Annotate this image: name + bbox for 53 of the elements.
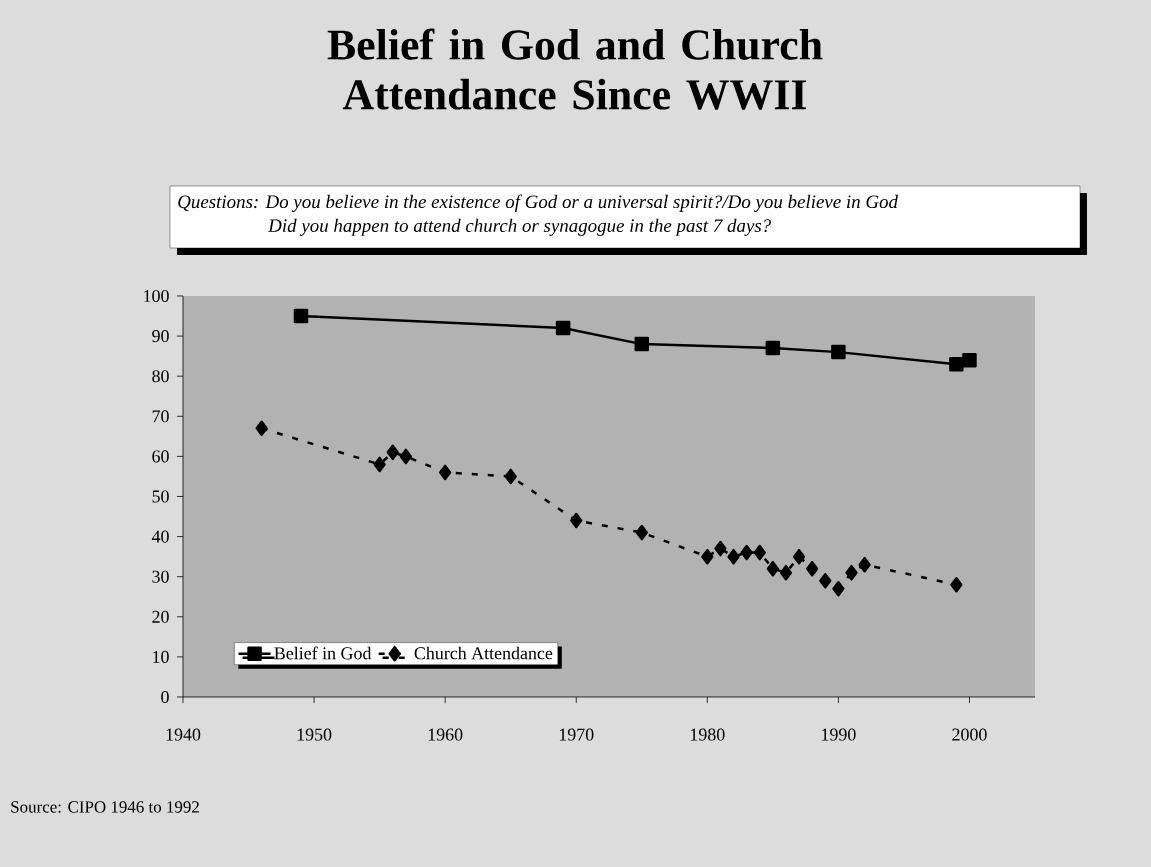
point [386,444,399,461]
point [504,468,517,485]
x-tick-label: 1960 [428,728,463,741]
point [714,540,727,557]
point [753,544,766,561]
point [634,336,650,352]
point [962,352,977,368]
point [373,456,386,473]
point [293,308,309,324]
source-note: Source: CIPO 1946 to 1992 [11,801,199,813]
y-tick-label: 10 [153,650,169,663]
point [832,580,845,597]
y-tick-label: 80 [152,370,169,383]
y-tick-label: 90 [152,330,169,343]
point [766,560,779,577]
x-tick-label: 1980 [690,728,725,741]
y-tick-label: 0 [161,690,169,704]
y-tick-label: 50 [152,490,169,503]
legend-label: Belief in God [274,646,372,660]
point [806,560,819,577]
legend-label: Church Attendance [414,646,553,660]
point [831,344,846,360]
point [765,340,781,356]
point [555,320,571,336]
y-tick-label: 70 [152,410,169,423]
y-tick-label: 20 [152,610,169,623]
point [727,548,740,565]
point [701,548,714,565]
text: Questions: Do you believe in the existence of God or a universal spirit?/Do you believe in God [178,194,899,212]
point [949,356,964,372]
text: Did you happen to attend church or synagogue in the past 7 days? [267,218,771,236]
x-tick-label: 1940 [166,728,201,741]
x-tick-label: 1990 [822,728,856,741]
point [950,576,963,593]
y-tick-label: 60 [152,450,169,463]
point [570,512,583,529]
point [399,448,412,465]
point [255,420,268,437]
y-tick-label: 30 [152,570,169,583]
chart-title: Belief in God and Church Attendance Since WWII [327,28,823,110]
point [439,464,452,481]
point [635,524,648,541]
point [740,544,753,561]
point [858,556,871,573]
point [819,572,832,589]
x-tick-label: 1970 [559,728,594,741]
point [792,548,806,565]
point [779,564,793,581]
y-tick-label: 100 [144,289,169,303]
x-tick-label: 1950 [297,728,332,741]
y-tick-label: 40 [151,530,169,543]
point [845,564,858,581]
x-tick-label: 2000 [952,728,987,741]
